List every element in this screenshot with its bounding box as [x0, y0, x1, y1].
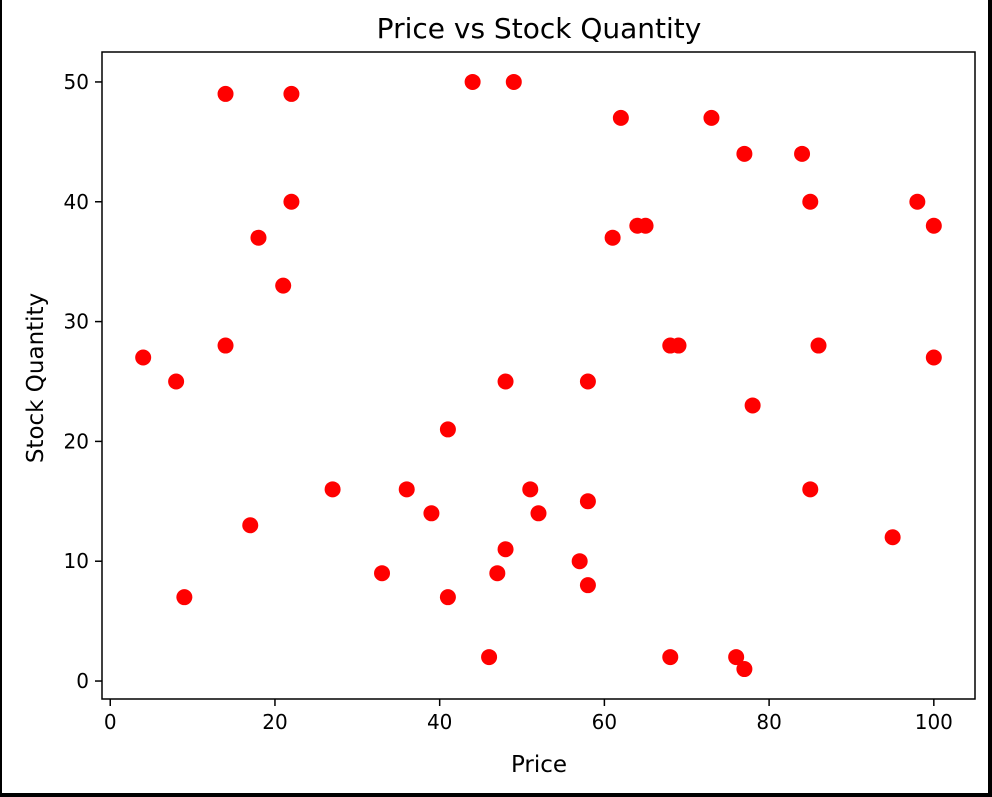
data-point	[324, 481, 341, 498]
data-point	[505, 73, 522, 90]
x-tick-label: 60	[592, 710, 617, 734]
data-point	[283, 193, 300, 210]
y-tick-label: 20	[64, 429, 89, 453]
data-point	[604, 229, 621, 246]
data-point	[135, 349, 152, 366]
data-point	[497, 373, 514, 390]
data-point	[579, 493, 596, 510]
data-point	[464, 73, 481, 90]
data-point	[439, 589, 456, 606]
data-point	[497, 541, 514, 558]
data-point	[703, 109, 720, 126]
data-point	[810, 337, 827, 354]
data-point	[489, 565, 506, 582]
data-point	[884, 529, 901, 546]
y-tick-label: 50	[64, 70, 89, 94]
data-point	[579, 577, 596, 594]
data-point	[283, 85, 300, 102]
plot-frame	[101, 51, 976, 700]
data-point	[579, 373, 596, 390]
data-point	[925, 217, 942, 234]
data-point	[176, 589, 193, 606]
data-point	[794, 145, 811, 162]
data-point	[571, 553, 588, 570]
data-point	[728, 649, 745, 666]
data-point	[398, 481, 415, 498]
data-point	[522, 481, 539, 498]
data-point	[925, 349, 942, 366]
data-point	[168, 373, 185, 390]
data-point	[802, 193, 819, 210]
x-tick-label: 0	[104, 710, 117, 734]
data-point	[242, 517, 259, 534]
data-point	[670, 337, 687, 354]
y-tick-label: 10	[64, 549, 89, 573]
x-tick-label: 80	[756, 710, 781, 734]
data-points	[135, 73, 942, 678]
x-tick-label: 100	[915, 710, 953, 734]
data-point	[374, 565, 391, 582]
data-point	[530, 505, 547, 522]
data-point	[275, 277, 292, 294]
x-tick-label: 20	[262, 710, 287, 734]
data-point	[802, 481, 819, 498]
axis-ticks: 0 20 40 60 80 100 0 10 20 30 40 50	[64, 70, 953, 734]
x-tick-label: 40	[427, 710, 452, 734]
data-point	[439, 421, 456, 438]
y-tick-label: 40	[64, 190, 89, 214]
y-axis-label: Stock Quantity	[23, 293, 49, 463]
data-point	[909, 193, 926, 210]
data-point	[423, 505, 440, 522]
data-point	[250, 229, 267, 246]
data-point	[736, 661, 753, 678]
y-tick-label: 0	[76, 669, 89, 693]
data-point	[217, 85, 234, 102]
data-point	[637, 217, 654, 234]
x-axis-label: Price	[511, 752, 567, 778]
data-point	[217, 337, 234, 354]
y-tick-label: 30	[64, 310, 89, 334]
data-point	[744, 397, 761, 414]
chart-title: Price vs Stock Quantity	[377, 12, 702, 45]
data-point	[481, 649, 498, 666]
data-point	[736, 145, 753, 162]
data-point	[662, 649, 679, 666]
data-point	[612, 109, 629, 126]
